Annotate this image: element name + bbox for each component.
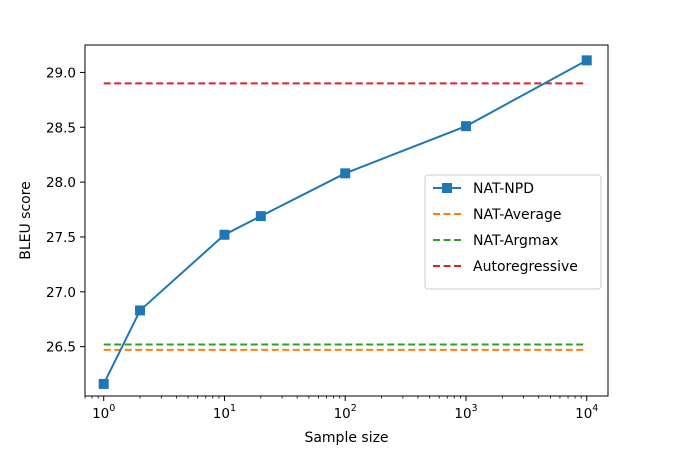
data-point-nat-npd bbox=[98, 378, 109, 389]
x-tick-label: 104 bbox=[575, 403, 598, 422]
x-axis-ticks: 100 101 102 103 104 bbox=[84, 396, 598, 422]
plot-area bbox=[98, 55, 592, 389]
y-axis-label: BLEU score bbox=[18, 181, 34, 260]
axes-frame bbox=[84, 44, 609, 397]
x-tick-label: 101 bbox=[213, 403, 236, 422]
legend-label: NAT-Average bbox=[473, 207, 561, 223]
y-tick-label: 26.5 bbox=[46, 340, 76, 356]
y-axis-ticks: 26.5 27.0 27.5 28.0 28.5 29.0 bbox=[46, 65, 85, 356]
y-tick-label: 27.5 bbox=[46, 230, 76, 246]
y-tick-label: 27.0 bbox=[46, 285, 76, 301]
data-point-nat-npd bbox=[219, 229, 230, 240]
legend: NAT-NPD NAT-Average NAT-Argmax Autoregressi… bbox=[424, 174, 602, 290]
data-point-nat-npd bbox=[255, 211, 266, 222]
legend-item-nat-average: NAT-Average bbox=[433, 207, 561, 223]
data-point-nat-npd bbox=[460, 121, 471, 132]
series-nat-npd bbox=[98, 55, 592, 389]
x-axis-label: Sample size bbox=[304, 430, 388, 446]
legend-marker bbox=[442, 183, 452, 193]
legend-item-nat-argmax: NAT-Argmax bbox=[433, 233, 558, 249]
legend-label: NAT-Argmax bbox=[473, 233, 558, 249]
legend-label: NAT-NPD bbox=[473, 181, 534, 197]
legend-label: Autoregressive bbox=[473, 259, 578, 275]
data-point-nat-npd bbox=[135, 305, 146, 316]
x-tick-label: 102 bbox=[334, 403, 357, 422]
legend-box bbox=[424, 174, 602, 290]
data-point-nat-npd bbox=[581, 55, 592, 66]
y-tick-label: 29.0 bbox=[46, 65, 76, 81]
y-tick-label: 28.0 bbox=[46, 175, 76, 191]
y-tick-label: 28.5 bbox=[46, 120, 76, 136]
data-point-nat-npd bbox=[340, 168, 351, 179]
legend-item-autoregressive: Autoregressive bbox=[433, 259, 578, 275]
x-tick-label: 103 bbox=[454, 403, 477, 422]
x-tick-label: 100 bbox=[92, 403, 115, 422]
legend-item-nat-npd: NAT-NPD bbox=[433, 181, 534, 197]
